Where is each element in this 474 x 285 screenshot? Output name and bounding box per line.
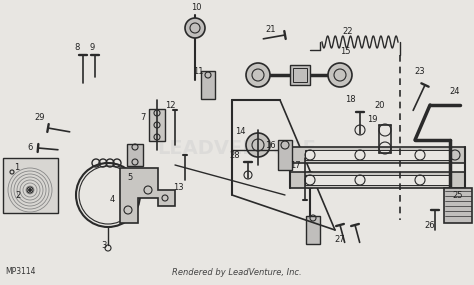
Text: 18: 18 (345, 95, 356, 105)
Text: 2: 2 (15, 190, 21, 200)
Text: 21: 21 (266, 25, 276, 34)
Text: 15: 15 (340, 48, 350, 56)
Text: 17: 17 (290, 160, 301, 170)
Text: 24: 24 (450, 87, 460, 97)
Bar (306, 216, 320, 244)
Bar (201, 71, 215, 99)
Circle shape (302, 172, 318, 188)
Text: Rendered by LeadVenture, Inc.: Rendered by LeadVenture, Inc. (172, 268, 302, 277)
Bar (149, 109, 165, 141)
Text: 26: 26 (425, 221, 435, 229)
Text: 16: 16 (264, 141, 275, 150)
Text: 3: 3 (101, 241, 107, 249)
Bar (305, 175, 450, 185)
Text: 29: 29 (35, 113, 45, 123)
Text: 12: 12 (165, 101, 175, 109)
Bar (290, 147, 465, 163)
Bar (290, 65, 310, 85)
Text: 8: 8 (74, 44, 80, 52)
Text: 6: 6 (27, 144, 33, 152)
Text: 7: 7 (140, 113, 146, 123)
Text: 4: 4 (109, 196, 115, 205)
Text: 10: 10 (191, 3, 201, 13)
Text: 1: 1 (14, 164, 19, 172)
Bar (305, 150, 450, 160)
Circle shape (28, 188, 31, 192)
Text: 14: 14 (235, 127, 245, 137)
Bar (127, 144, 143, 166)
Text: 20: 20 (375, 101, 385, 109)
Text: MP3114: MP3114 (5, 267, 36, 276)
Bar (2, 158, 57, 213)
Text: LEADVENTURE: LEADVENTURE (157, 139, 317, 158)
Text: 25: 25 (453, 190, 463, 200)
Bar (293, 68, 307, 82)
Text: 9: 9 (90, 44, 95, 52)
Polygon shape (120, 168, 175, 223)
Text: 11: 11 (193, 68, 203, 76)
Text: 13: 13 (173, 184, 183, 192)
Bar (444, 188, 472, 223)
Bar (290, 172, 465, 188)
Circle shape (328, 63, 352, 87)
Text: 5: 5 (128, 174, 133, 182)
Text: 19: 19 (367, 115, 377, 125)
Text: 27: 27 (335, 235, 346, 245)
Text: 28: 28 (230, 150, 240, 160)
Bar (278, 140, 292, 170)
Text: 23: 23 (415, 68, 425, 76)
Circle shape (246, 133, 270, 157)
Text: 22: 22 (343, 27, 353, 36)
Circle shape (246, 63, 270, 87)
Circle shape (185, 18, 205, 38)
